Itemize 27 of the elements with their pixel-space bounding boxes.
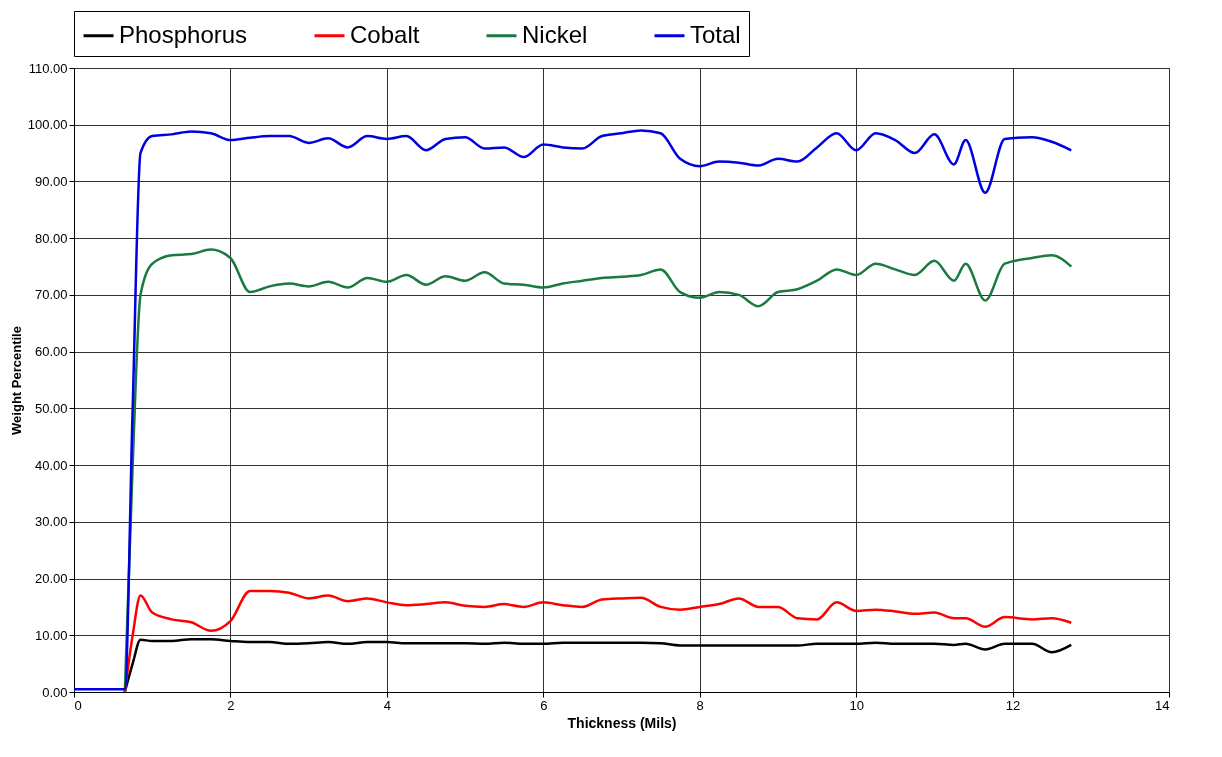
x-tick-label: 12	[1005, 697, 1021, 713]
y-tick-label: 40.00	[34, 457, 68, 473]
x-tick-label: 6	[540, 697, 548, 713]
y-tick-label: 80.00	[34, 230, 68, 246]
y-axis-title: Weight Percentile	[8, 326, 24, 435]
x-tick-label: 0	[74, 697, 82, 713]
legend-label: Cobalt	[350, 20, 420, 48]
line-series	[72, 129, 1073, 691]
y-tick-label: 100.00	[27, 117, 68, 133]
y-tick-label: 110.00	[28, 60, 68, 76]
x-tick-label: 10	[849, 697, 864, 713]
x-axis-title: Thickness (Mils)	[567, 714, 677, 731]
legend-label: Total	[690, 20, 741, 48]
y-tick-label: 90.00	[34, 173, 68, 189]
legend-label: Nickel	[522, 20, 588, 48]
y-tick-label: 50.00	[34, 400, 68, 416]
x-tick-label: 14	[1155, 697, 1170, 713]
y-tick-label: 70.00	[34, 287, 68, 303]
x-tick-label: 8	[696, 697, 704, 713]
y-tick-label: 30.00	[34, 514, 68, 530]
x-tick-label: 4	[383, 697, 391, 713]
x-tick-label: 2	[227, 697, 235, 713]
y-tick-label: 10.00	[34, 627, 68, 643]
y-tick-label: 20.00	[34, 571, 68, 587]
legend-label: Phosphorus	[119, 20, 248, 48]
y-tick-label: 0.00	[42, 684, 68, 700]
y-tick-label: 60.00	[34, 344, 68, 360]
